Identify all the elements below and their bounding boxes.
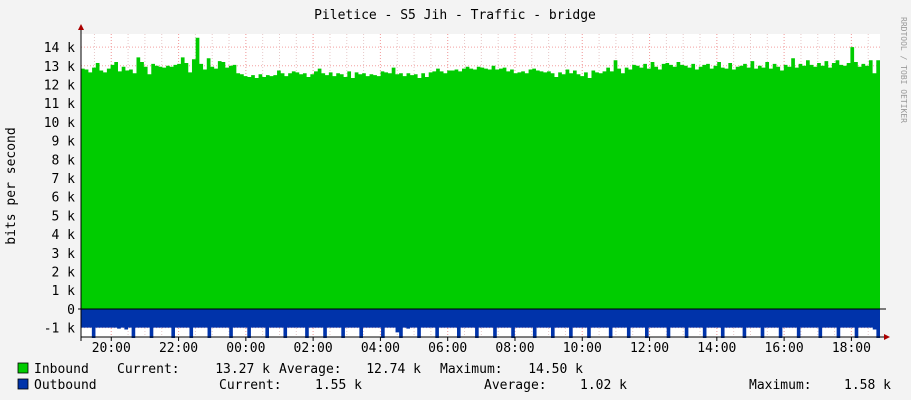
y-tick-label: 9 k — [52, 135, 76, 150]
y-tick-label: 7 k — [52, 172, 76, 187]
watermark: RRDTOOL / TOBI OETIKER — [899, 17, 908, 123]
legend-stat-label: Current: — [219, 378, 282, 393]
y-tick-label: 14 k — [44, 41, 75, 56]
legend-stat-label: Maximum: — [749, 378, 812, 393]
x-tick-label: 02:00 — [294, 341, 333, 356]
x-tick-label: 20:00 — [92, 341, 131, 356]
x-tick-label: 06:00 — [428, 341, 467, 356]
x-tick-label: 22:00 — [159, 341, 198, 356]
y-tick-label: 10 k — [44, 116, 75, 131]
y-tick-label: -1 k — [44, 322, 75, 337]
y-tick-label: 3 k — [52, 247, 76, 262]
legend-stat-value: 1.58 k — [844, 378, 891, 393]
series-area-inbound — [81, 37, 880, 309]
chart-title: Piletice - S5 Jih - Traffic - bridge — [314, 8, 596, 23]
y-tick-label: 13 k — [44, 60, 75, 75]
legend-stat-value: 1.55 k — [315, 378, 362, 393]
y-tick-label: 0 — [67, 303, 75, 318]
x-axis-arrow — [884, 334, 890, 340]
y-tick-label: 5 k — [52, 209, 76, 224]
legend-swatch-inbound — [17, 362, 29, 374]
y-tick-label: 4 k — [52, 228, 76, 243]
legend-stat-value: 1.02 k — [580, 378, 627, 393]
y-tick-label: 1 k — [52, 284, 76, 299]
x-tick-label: 16:00 — [765, 341, 804, 356]
y-tick-label: 11 k — [44, 97, 75, 112]
y-tick-label: 2 k — [52, 266, 76, 281]
x-tick-label: 08:00 — [495, 341, 534, 356]
legend-name-inbound: Inbound — [34, 362, 89, 377]
legend-stat-value: 13.27 k — [215, 362, 270, 377]
x-tick-label: 18:00 — [832, 341, 871, 356]
y-tick-label: 8 k — [52, 153, 76, 168]
legend-stat-label: Average: — [279, 362, 342, 377]
x-tick-label: 14:00 — [697, 341, 736, 356]
legend-stat-label: Maximum: — [440, 362, 503, 377]
x-tick-label: 10:00 — [563, 341, 602, 356]
legend-stat-value: 12.74 k — [366, 362, 421, 377]
legend: Inbound Current: 13.27 k Average: 12.74 k Max… — [17, 362, 891, 393]
legend-stat-value: 14.50 k — [528, 362, 583, 377]
y-axis-label: bits per second — [4, 127, 19, 244]
x-tick-label: 12:00 — [630, 341, 669, 356]
plot-area — [81, 37, 880, 338]
y-axis-arrow — [78, 24, 84, 30]
legend-stat-label: Average: — [484, 378, 547, 393]
x-tick-label: 04:00 — [361, 341, 400, 356]
axes: 14 k 13 k 12 k 11 k 10 k 9 k 8 k 7 k 6 k 5 k 4 k 3 … — [44, 24, 890, 356]
x-tick-label: 00:00 — [226, 341, 265, 356]
legend-stat-label: Current: — [117, 362, 180, 377]
y-tick-label: 12 k — [44, 79, 75, 94]
legend-swatch-outbound — [17, 378, 29, 390]
y-tick-label: 6 k — [52, 191, 76, 206]
legend-name-outbound: Outbound — [34, 378, 97, 393]
series-area-outbound — [81, 308, 880, 338]
